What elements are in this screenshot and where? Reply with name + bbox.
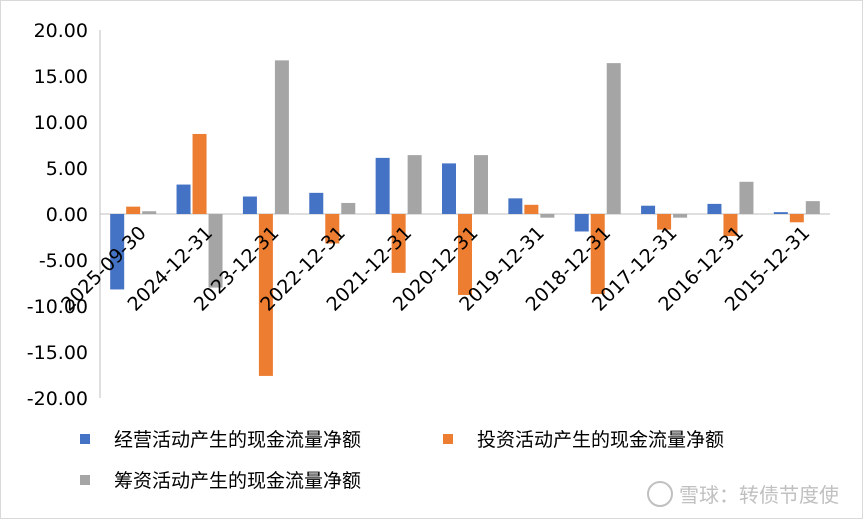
bar <box>723 214 738 237</box>
bar <box>258 214 273 376</box>
legend-swatch-operating <box>80 433 90 444</box>
bar <box>606 63 621 215</box>
bar <box>707 203 722 214</box>
bar <box>540 214 555 218</box>
bar <box>773 212 788 214</box>
legend-item-investing: 投资活动产生的现金流量净额 <box>443 427 724 453</box>
bar <box>805 201 820 214</box>
bar <box>192 133 207 214</box>
legend-label-operating: 经营活动产生的现金流量净额 <box>114 429 362 451</box>
bar <box>407 155 422 214</box>
snowball-logo-icon <box>647 481 673 507</box>
bar <box>590 214 605 295</box>
y-tick-label: -10.00 <box>27 296 88 318</box>
y-tick-label: -20.00 <box>27 388 88 410</box>
bar <box>657 214 672 230</box>
y-tick-label: -5.00 <box>39 250 88 272</box>
bar <box>176 184 191 214</box>
legend-label-financing: 筹资活动产生的现金流量净额 <box>114 470 362 492</box>
y-tick-label: 0.00 <box>46 204 88 226</box>
bar <box>242 196 257 214</box>
bar <box>524 204 539 214</box>
y-tick-label: 20.00 <box>34 20 88 42</box>
bar <box>126 206 141 214</box>
bar <box>142 211 157 214</box>
y-tick-label: 15.00 <box>34 66 88 88</box>
bar <box>474 155 488 214</box>
bar <box>391 214 406 273</box>
bar <box>508 198 523 214</box>
bar <box>325 214 340 244</box>
bar <box>442 163 456 214</box>
legend-item-financing: 筹资活动产生的现金流量净额 <box>80 468 361 494</box>
bar <box>789 214 804 223</box>
watermark: 雪球：转债节度使 <box>647 479 839 510</box>
legend-item-operating: 经营活动产生的现金流量净额 <box>80 427 361 453</box>
bar <box>208 214 223 288</box>
bar <box>341 202 356 214</box>
watermark-text: 雪球：转债节度使 <box>679 482 839 507</box>
legend-swatch-investing <box>443 433 453 444</box>
bar <box>739 181 754 214</box>
bar <box>110 214 125 290</box>
bar <box>458 214 472 295</box>
y-tick-label: -15.00 <box>27 342 88 364</box>
bar <box>309 192 324 214</box>
y-tick-label: 5.00 <box>46 158 88 180</box>
bar <box>375 157 390 214</box>
bar <box>673 214 688 218</box>
bar <box>641 205 656 214</box>
legend-swatch-financing <box>80 474 90 485</box>
bar <box>274 60 289 214</box>
legend-label-investing: 投资活动产生的现金流量净额 <box>477 429 725 451</box>
y-tick-label: 10.00 <box>34 112 88 134</box>
bar <box>574 214 589 232</box>
